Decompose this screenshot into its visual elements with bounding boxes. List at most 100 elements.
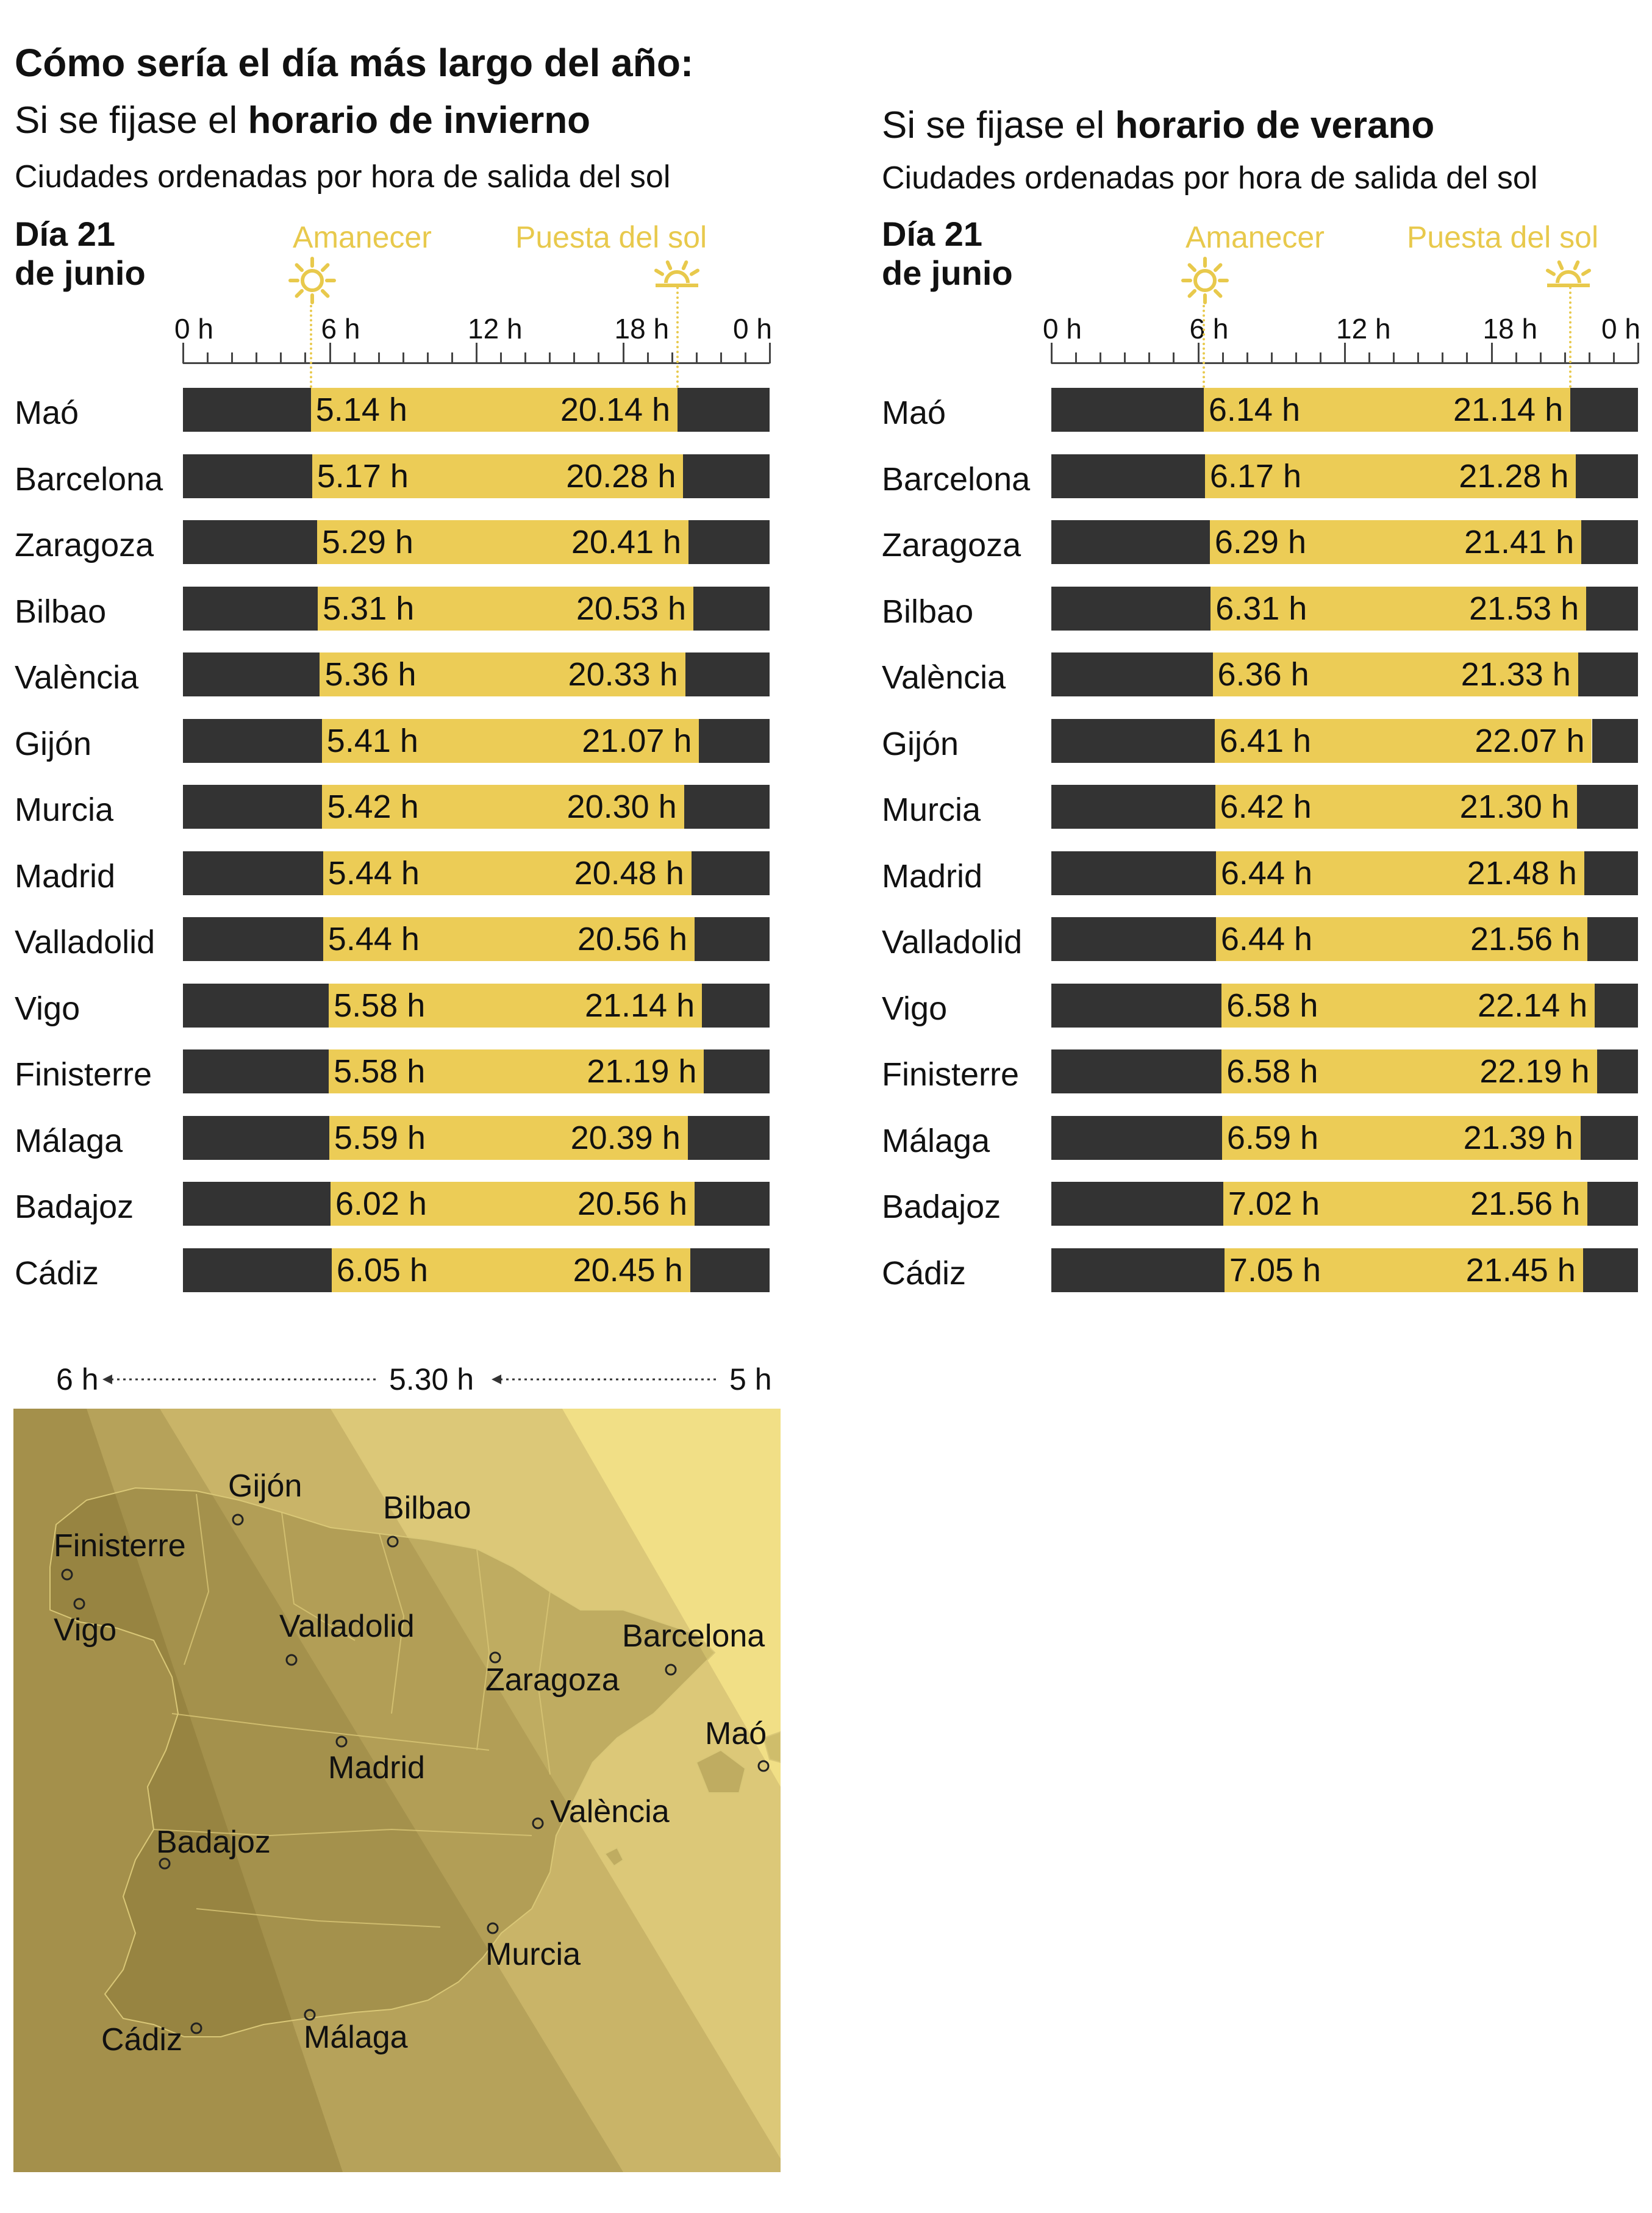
chart-row: 6.14 h 21.14 h [1051,388,1638,432]
chart-row: 6.58 h 22.14 h [1051,983,1638,1028]
legend-sunset: Puesta del sol [515,220,707,254]
chart-row: 6.44 h 21.48 h [1051,851,1638,895]
city-label: Valladolid [882,924,1023,960]
night-bar-after [685,652,770,696]
sunrise-icon [1181,257,1229,304]
axis-tick [182,343,184,363]
night-bar-before [183,718,322,763]
daylight-bar [320,652,685,696]
sunrise-value-label: 7.05 h [1229,1251,1321,1289]
sunset-value-label: 21.28 h [1459,457,1569,495]
sunrise-value-label: 6.42 h [1220,788,1312,825]
sunset-value-label: 20.53 h [576,590,687,627]
chart-row: 6.58 h 22.19 h [1051,1049,1638,1093]
night-bar-before [1051,388,1204,432]
sunset-guide-line [676,287,679,388]
axis-tick [598,352,600,363]
map-city-label: Valladolid [279,1609,415,1644]
sunrise-guide-line [1202,305,1205,388]
daylight-bar [1209,520,1582,564]
night-bar-after [1578,652,1638,696]
chart-row: 5.58 h 21.14 h [183,983,770,1028]
map-city-label: Barcelona [622,1618,765,1654]
city-marker [73,1598,85,1610]
axis-tick-label: 18 h [1482,313,1538,345]
axis-tick [329,343,331,363]
sunset-value-label: 21.45 h [1465,1251,1576,1289]
night-bar-after [1597,1049,1638,1093]
daylight-bar [1203,388,1571,432]
night-bar-before [183,983,329,1028]
chart-row: 6.41 h 22.07 h [1051,718,1638,763]
day-label-line: Día 21 [15,215,115,253]
sunrise-value-label: 5.44 h [327,854,420,892]
legend-sunrise: Amanecer [293,220,432,254]
city-label: Bilbao [15,593,107,630]
axis-tick-label: 12 h [468,313,523,345]
city-marker [387,1536,399,1548]
axis-tick-label: 18 h [614,313,670,345]
city-marker [757,1760,770,1772]
night-bar-before [1051,785,1215,829]
daylight-bar [323,851,692,895]
city-marker [489,1651,501,1664]
city-label: València [15,659,139,696]
daylight-bar [316,520,689,564]
map-city-label: Zaragoza [485,1662,620,1698]
sunset-value-label: 21.30 h [1459,788,1570,825]
city-marker [159,1857,171,1870]
chart-row: 6.02 h 20.56 h [183,1182,770,1226]
night-bar-after [1581,520,1638,564]
daylight-bar [322,785,684,829]
sunrise-value-label: 5.58 h [334,1053,426,1090]
night-bar-after [684,785,770,829]
city-marker [532,1817,544,1829]
chart-row: 6.44 h 21.56 h [1051,917,1638,961]
city-label: Gijón [882,725,959,762]
daylight-bar [1214,718,1592,763]
axis-tick [1539,352,1542,363]
island-shape [695,1749,746,1793]
axis-tick-label: 6 h [1189,313,1229,345]
axis-tick [671,352,673,363]
chart-row: 7.02 h 21.56 h [1051,1182,1638,1226]
axis-tick [1612,352,1615,363]
night-bar-after [1582,1248,1638,1292]
axis-tick [1515,352,1517,363]
daylight-bar [1212,652,1578,696]
night-bar-before [183,388,311,432]
sunset-value-label: 20.56 h [577,921,688,957]
chart-row: 5.44 h 20.56 h [183,917,770,961]
map-scale-label: 5 h [729,1362,772,1396]
region-borders [153,1493,551,1928]
daylight-bar [1221,1049,1597,1093]
city-label: València [882,659,1006,696]
axis-tick [549,352,551,363]
axis-tick [1466,352,1468,363]
night-bar-after [695,1182,770,1226]
daylight-bar [1215,917,1588,961]
daylight-bar [329,983,703,1028]
chart-row: 6.05 h 20.45 h [183,1248,770,1292]
page-title: Cómo sería el día más largo del año: [15,41,694,85]
sunset-value-label: 20.33 h [568,656,678,693]
sunrise-value-label: 6.44 h [1220,921,1313,957]
day-label: Día 21 de junio [882,215,1013,293]
sunset-value-label: 21.19 h [587,1053,697,1090]
sunset-value-label: 21.41 h [1464,524,1575,560]
city-label: Maó [15,395,79,431]
chart-row: 5.59 h 20.39 h [183,1115,770,1160]
axis-tick [1319,352,1321,363]
sunset-value-label: 21.07 h [582,722,692,759]
city-label: Murcia [15,792,114,828]
city-label: Zaragoza [882,527,1021,563]
sunrise-value-label: 5.14 h [315,391,407,428]
axis-tick-label: 0 h [1043,313,1082,345]
axis-tick [646,352,649,363]
day-label-line: de junio [15,254,146,292]
city-label: Málaga [882,1122,990,1159]
chart-row: 5.31 h 20.53 h [183,586,770,631]
sunrise-value-label: 6.29 h [1214,524,1306,560]
axis-tick [769,343,771,363]
city-label: Badajoz [15,1189,134,1225]
